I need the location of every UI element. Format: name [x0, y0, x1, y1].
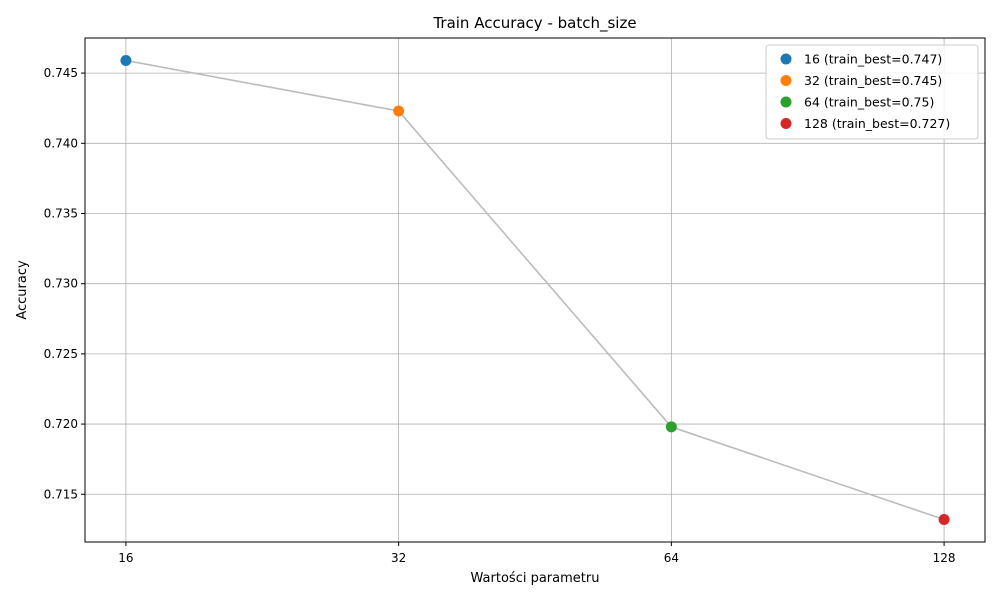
x-axis-label: Wartości parametru — [471, 571, 600, 586]
axes-frame — [84, 37, 986, 543]
y-tick-label: 0.735 — [44, 206, 78, 220]
data-point-64 — [665, 421, 677, 433]
x-tick-label: 128 — [933, 551, 956, 565]
x-tick-label: 32 — [391, 551, 406, 565]
grid-lines — [85, 38, 985, 542]
legend: 16 (train_best=0.747) 32 (train_best=0.74… — [765, 44, 979, 140]
legend-label: 32 (train_best=0.745) — [804, 73, 942, 88]
data-series — [120, 54, 950, 526]
y-axis-ticks: 0.715 0.720 0.725 0.730 0.735 0.740 0.745 — [44, 66, 85, 501]
x-tick-label: 64 — [664, 551, 679, 565]
legend-label: 64 (train_best=0.75) — [804, 95, 934, 110]
y-tick-label: 0.720 — [44, 417, 78, 431]
legend-marker — [780, 118, 792, 129]
y-tick-label: 0.740 — [44, 136, 78, 150]
legend-box — [765, 44, 979, 140]
y-axis-label: Accuracy — [15, 260, 30, 320]
y-tick-label: 0.725 — [44, 347, 78, 361]
data-point-16 — [120, 54, 132, 66]
legend-marker — [780, 53, 792, 65]
x-axis-ticks: 16 32 64 128 — [118, 542, 956, 565]
legend-marker — [780, 75, 792, 86]
x-tick-label: 16 — [118, 551, 133, 565]
y-tick-label: 0.745 — [44, 66, 78, 80]
chart-title: Train Accuracy - batch_size — [432, 14, 636, 33]
legend-label: 128 (train_best=0.727) — [804, 116, 950, 131]
accuracy-line — [125, 59, 945, 521]
legend-marker — [780, 96, 792, 108]
data-point-32 — [393, 105, 405, 117]
data-point-128 — [938, 514, 950, 526]
y-tick-label: 0.730 — [44, 277, 78, 291]
y-tick-label: 0.715 — [44, 487, 78, 501]
legend-label: 16 (train_best=0.747) — [804, 52, 942, 67]
